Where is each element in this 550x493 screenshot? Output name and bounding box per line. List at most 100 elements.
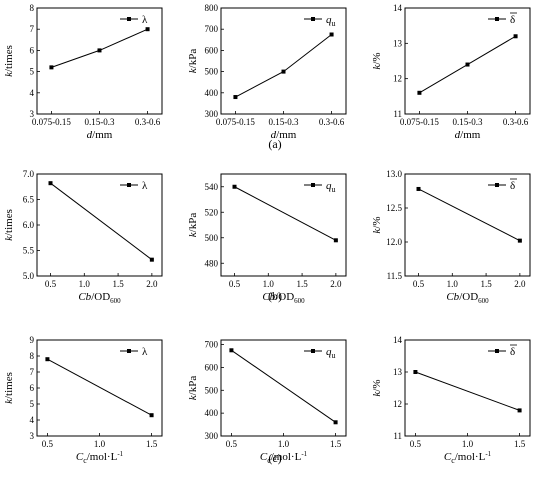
y-tick-label: 300: [205, 431, 219, 441]
data-point: [233, 95, 238, 100]
y-tick-label: 14: [393, 3, 403, 13]
x-tick-label: 1.0: [79, 279, 91, 289]
x-tick-label: 0.15-0.3: [453, 117, 483, 127]
y-tick-label: 12: [393, 74, 402, 84]
legend-marker: [127, 183, 131, 187]
y-tick-label: 12.0: [386, 237, 402, 247]
y-tick-label: 12: [393, 399, 402, 409]
legend-marker: [127, 349, 131, 353]
x-tick-label: 0.5: [413, 279, 425, 289]
x-tick-label: 0.15-0.3: [85, 117, 115, 127]
legend-marker: [311, 349, 315, 353]
data-point: [281, 69, 286, 74]
y-axis-label: k/kPa: [187, 49, 199, 74]
x-tick-label: 1.0: [263, 279, 275, 289]
data-point: [48, 181, 53, 186]
legend-marker: [495, 17, 499, 21]
data-point: [333, 238, 338, 243]
y-tick-label: 7.0: [23, 169, 35, 179]
x-tick-label: 0.3-0.6: [503, 117, 529, 127]
legend-label: λ: [142, 180, 148, 192]
data-point: [45, 357, 50, 362]
chart-panel-5: 0.5 1.0 1.5 2.0 480 500 520 540 qu k/kPa Cb/OD600: [187, 173, 347, 305]
legend-marker: [311, 183, 315, 187]
y-tick-label: 7: [30, 367, 35, 377]
y-tick-label: 3: [30, 431, 35, 441]
x-tick-label: 0.5: [226, 439, 238, 449]
legend-marker: [495, 349, 499, 353]
x-tick-label: 1.0: [462, 439, 474, 449]
series-line: [234, 186, 337, 241]
legend-label: qu: [326, 346, 336, 360]
y-tick-label: 13: [393, 367, 403, 377]
x-axis-label: Cb/OD600: [78, 291, 121, 305]
y-tick-label: 400: [205, 408, 219, 418]
data-point: [417, 90, 422, 95]
legend-marker: [311, 17, 315, 21]
x-axis-label: Cc/mol·L-1: [444, 450, 492, 465]
x-tick-label: 2.0: [514, 279, 526, 289]
y-axis-label: k/times: [3, 372, 15, 404]
x-tick-label: 0.075-0.15: [400, 117, 439, 127]
y-tick-label: 600: [205, 45, 219, 55]
x-tick-label: 0.5: [410, 439, 422, 449]
x-axis-label: d/mm: [271, 129, 297, 141]
x-tick-label: 1.0: [278, 439, 290, 449]
chart-panel-9: 0.5 1.0 1.5 11 12 13 14 δ k/% Cc/mol·L-1: [371, 335, 531, 465]
y-tick-label: 800: [205, 3, 219, 13]
series-line: [415, 371, 520, 411]
y-tick-label: 13: [393, 38, 403, 48]
y-tick-label: 6.0: [23, 220, 35, 230]
y-tick-label: 6: [30, 383, 35, 393]
y-tick-label: 11: [393, 109, 402, 119]
legend-label: qu: [326, 14, 336, 28]
data-point: [149, 257, 154, 262]
data-point: [229, 348, 234, 353]
y-tick-label: 520: [205, 207, 219, 217]
series-line: [47, 358, 152, 416]
panel-label-b: (b): [268, 289, 282, 303]
series-line: [51, 28, 148, 68]
x-axis-label: Cb/OD600: [446, 291, 489, 305]
legend-marker: [127, 17, 131, 21]
y-tick-label: 8: [30, 351, 35, 361]
legend-label: λ: [142, 346, 148, 358]
x-tick-label: 1.0: [94, 439, 106, 449]
y-tick-label: 3: [30, 109, 35, 119]
chart-panel-8: 0.5 1.0 1.5 300 400 500 600 700 qu k/kPa Cc/mol·L-…: [187, 339, 347, 465]
plot-frame: [220, 173, 347, 277]
data-point: [465, 62, 470, 67]
y-tick-label: 700: [205, 340, 219, 350]
y-tick-label: 5.0: [23, 271, 35, 281]
y-tick-label: 4: [30, 415, 35, 425]
x-axis-label: Cc/mol·L-1: [76, 450, 124, 465]
chart-panel-2: 0.075-0.15 0.15-0.3 0.3-0.6 300 400 500 600 700…: [187, 3, 347, 141]
legend-marker: [495, 183, 499, 187]
x-axis-label: Cc/mol·L-1: [260, 450, 308, 465]
series-line: [50, 182, 153, 261]
x-tick-label: 1.0: [447, 279, 459, 289]
data-point: [145, 27, 150, 32]
y-tick-label: 14: [393, 335, 403, 345]
data-point: [513, 34, 518, 39]
panel-label-c: (c): [268, 451, 281, 465]
plot-frame: [404, 173, 531, 277]
x-tick-label: 0.15-0.3: [269, 117, 299, 127]
x-tick-label: 2.0: [330, 279, 342, 289]
y-axis-label: k/%: [371, 379, 383, 396]
x-tick-label: 1.5: [514, 439, 526, 449]
x-axis-label: d/mm: [455, 129, 481, 141]
y-tick-label: 480: [205, 258, 219, 268]
x-tick-label: 1.5: [146, 439, 158, 449]
y-tick-label: 500: [205, 67, 219, 77]
y-tick-label: 6: [30, 45, 35, 55]
x-tick-label: 0.5: [229, 279, 241, 289]
x-tick-label: 0.5: [42, 439, 54, 449]
data-point: [413, 370, 418, 374]
data-point: [149, 413, 154, 418]
y-tick-label: 500: [205, 233, 219, 243]
y-tick-label: 8: [30, 3, 35, 13]
legend-label: δ: [510, 346, 515, 358]
y-tick-label: 12.5: [386, 203, 402, 213]
x-tick-label: 0.075-0.15: [216, 117, 255, 127]
